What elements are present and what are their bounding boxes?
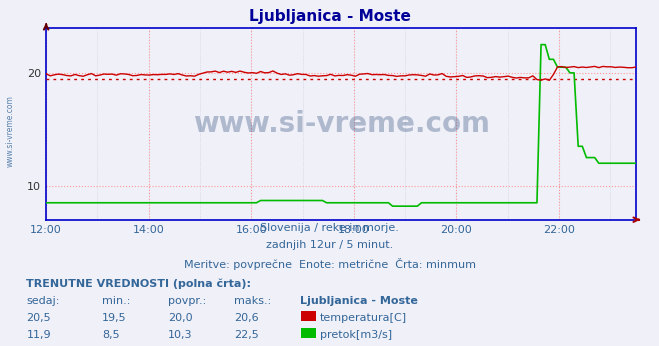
Text: www.si-vreme.com: www.si-vreme.com bbox=[5, 95, 14, 167]
Text: 20,0: 20,0 bbox=[168, 313, 192, 323]
Text: min.:: min.: bbox=[102, 296, 130, 306]
Text: temperatura[C]: temperatura[C] bbox=[320, 313, 407, 323]
Text: sedaj:: sedaj: bbox=[26, 296, 60, 306]
Text: Meritve: povprečne  Enote: metrične  Črta: minmum: Meritve: povprečne Enote: metrične Črta:… bbox=[183, 258, 476, 270]
Text: 10,3: 10,3 bbox=[168, 330, 192, 340]
Text: pretok[m3/s]: pretok[m3/s] bbox=[320, 330, 391, 340]
Text: 8,5: 8,5 bbox=[102, 330, 120, 340]
Text: Ljubljanica - Moste: Ljubljanica - Moste bbox=[248, 9, 411, 24]
Text: www.si-vreme.com: www.si-vreme.com bbox=[192, 110, 490, 138]
Text: 22,5: 22,5 bbox=[234, 330, 259, 340]
Text: maks.:: maks.: bbox=[234, 296, 272, 306]
Text: zadnjih 12ur / 5 minut.: zadnjih 12ur / 5 minut. bbox=[266, 240, 393, 251]
Text: TRENUTNE VREDNOSTI (polna črta):: TRENUTNE VREDNOSTI (polna črta): bbox=[26, 279, 251, 289]
Text: 19,5: 19,5 bbox=[102, 313, 127, 323]
Text: Slovenija / reke in morje.: Slovenija / reke in morje. bbox=[260, 223, 399, 233]
Text: 11,9: 11,9 bbox=[26, 330, 51, 340]
Text: 20,5: 20,5 bbox=[26, 313, 51, 323]
Text: 20,6: 20,6 bbox=[234, 313, 258, 323]
Text: povpr.:: povpr.: bbox=[168, 296, 206, 306]
Text: Ljubljanica - Moste: Ljubljanica - Moste bbox=[300, 296, 418, 306]
